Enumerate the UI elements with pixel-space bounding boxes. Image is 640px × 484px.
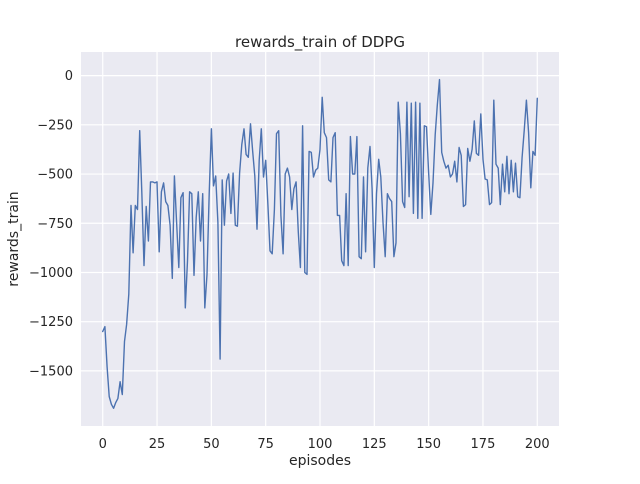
y-tick-label: −1250 [29,315,73,330]
rewards-line [102,78,538,409]
y-tick-label: 0 [65,69,73,84]
y-tick-label: −1500 [29,364,73,379]
y-tick-label: −1000 [29,266,73,281]
x-tick-label: 25 [149,437,166,452]
chart-title: rewards_train of DDPG [235,33,405,52]
x-tick-label: 50 [203,437,220,452]
x-tick-label: 175 [471,437,496,452]
y-tick-label: −750 [37,217,73,232]
y-tick-label: −500 [37,168,73,183]
x-tick-label: 200 [525,437,550,452]
x-tick-label: 125 [362,437,387,452]
y-tick-labels: 0 −250 −500 −750 −1000 −1250 −1500 [29,69,73,379]
x-tick-label: 0 [99,437,107,452]
x-tick-label: 100 [308,437,333,452]
x-tick-labels: 0 25 50 75 100 125 150 175 200 [99,437,550,452]
gridlines [81,52,559,426]
x-axis-label: episodes [289,453,351,469]
y-axis-label: rewards_train [6,191,22,286]
x-tick-label: 75 [257,437,274,452]
y-tick-label: −250 [37,118,73,133]
x-tick-label: 150 [416,437,441,452]
